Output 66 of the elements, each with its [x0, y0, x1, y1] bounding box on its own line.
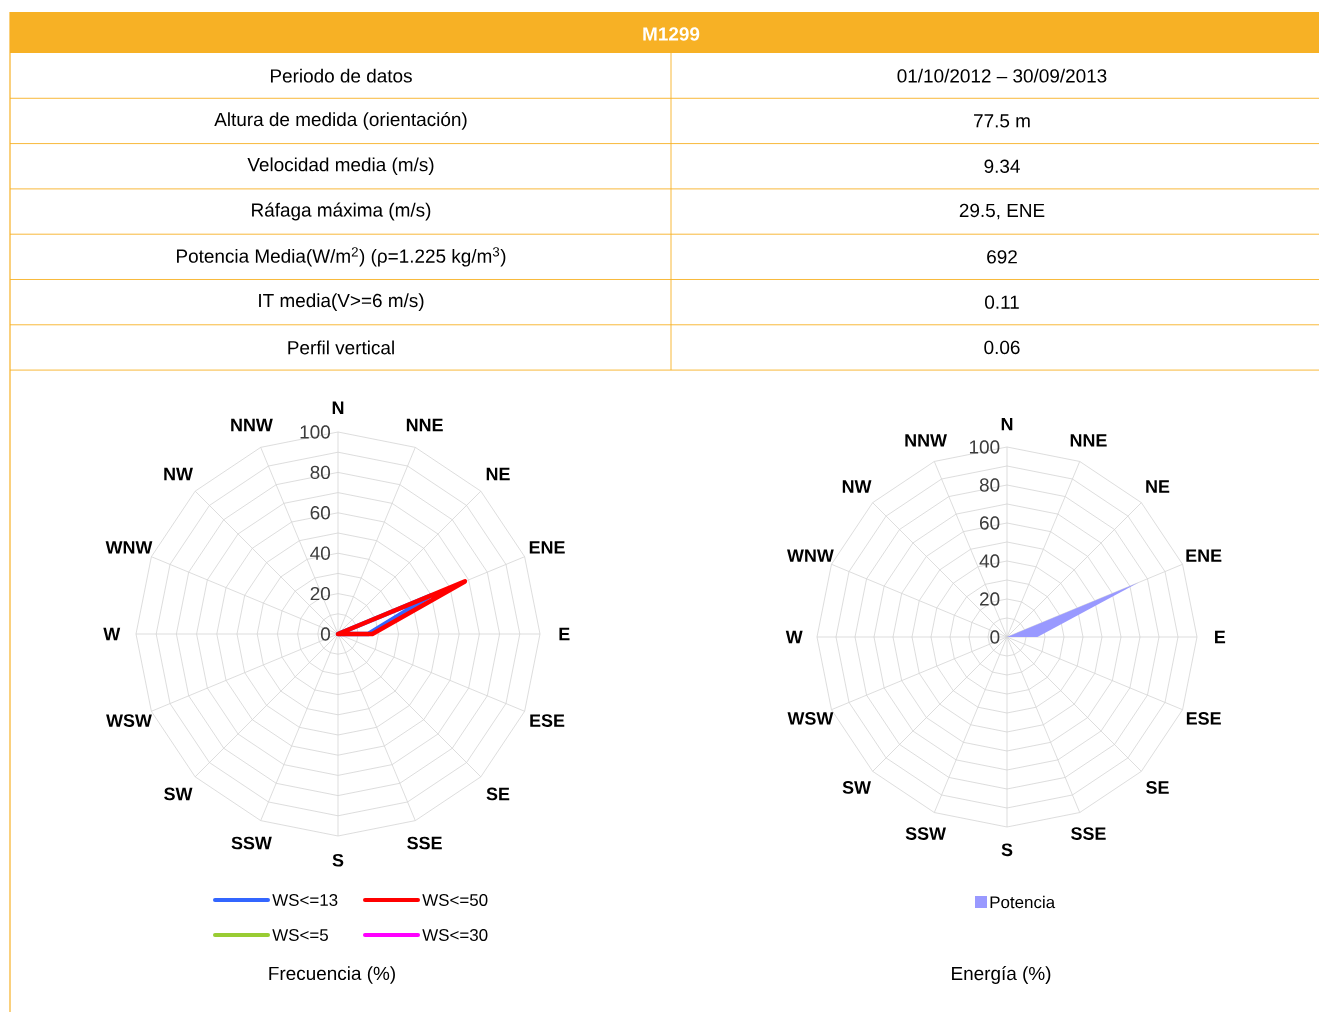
- y-tick-label: 40: [979, 554, 1000, 568]
- spoke-label: SSE: [407, 836, 442, 850]
- spoke-label: NNW: [905, 434, 947, 447]
- text: 0.06: [984, 340, 1020, 355]
- y-tick-label: 20: [310, 586, 330, 601]
- text: M1299: [643, 27, 700, 41]
- text: Frecuencia (%): [269, 966, 395, 984]
- text: 29.5, ENE: [959, 203, 1045, 220]
- spoke-label: SE: [1146, 781, 1169, 794]
- spoke-label: WSW: [787, 712, 834, 725]
- legend-label: WS<=50: [422, 894, 488, 906]
- y-tick-label: 20: [980, 592, 1000, 606]
- spoke-label: SE: [486, 787, 510, 801]
- spoke-label: NNE: [406, 418, 443, 432]
- spoke-label: E: [559, 627, 570, 641]
- y-tick-label: 0: [990, 630, 1000, 644]
- legend-label: Potencia: [990, 895, 1056, 909]
- text: 77.5 m: [974, 114, 1030, 128]
- legend-label: WS<=13: [272, 894, 338, 906]
- y-tick-label: 80: [979, 478, 1000, 492]
- spoke-label: NE: [1146, 480, 1170, 493]
- spoke-label: SSE: [1071, 827, 1106, 840]
- text: Energía (%): [952, 966, 1051, 984]
- text: Altura de medida (orientación): [214, 112, 467, 130]
- spoke-label: ESE: [530, 714, 565, 727]
- text: 0.11: [985, 295, 1019, 309]
- spoke-label: N: [1001, 418, 1013, 431]
- text: Ráfaga máxima (m/s): [252, 202, 431, 221]
- spoke-label: SW: [842, 781, 871, 794]
- spoke-label: SSW: [231, 836, 272, 850]
- text: Velocidad media (m/s): [247, 157, 434, 176]
- spoke-label: NW: [842, 480, 872, 493]
- y-tick-label: 100: [969, 440, 1000, 454]
- y-tick-label: 60: [310, 506, 330, 520]
- spoke-label: ESE: [1186, 712, 1221, 725]
- spoke-label: NNW: [231, 418, 273, 432]
- spoke-label: N: [332, 401, 344, 414]
- spoke-label: W: [103, 627, 121, 641]
- y-tick-label: 60: [980, 516, 1000, 530]
- spoke-label: E: [1215, 630, 1226, 644]
- spoke-label: WNW: [787, 549, 834, 562]
- spoke-label: NNE: [1070, 434, 1107, 447]
- spoke-label: NE: [486, 467, 510, 481]
- spoke-label: NW: [164, 467, 193, 481]
- spoke-label: S: [332, 853, 344, 867]
- spoke-label: ENE: [1186, 549, 1222, 562]
- spoke-label: S: [1001, 843, 1013, 857]
- spoke-label: WNW: [105, 541, 153, 554]
- legend-label: WS<=30: [422, 929, 488, 941]
- y-tick-label: 40: [310, 546, 330, 560]
- text: 01/10/2012 – 30/09/2013: [897, 68, 1107, 83]
- spoke-label: W: [785, 630, 803, 644]
- text: Potencia Media(W/m$^{2}$) (ρ=1.225 kg/m$^{3}$): [177, 247, 506, 267]
- text: 692: [987, 250, 1017, 264]
- spoke-label: SW: [164, 787, 193, 801]
- text: Periodo de datos: [270, 68, 412, 83]
- spoke-label: ENE: [529, 541, 565, 554]
- y-tick-label: 100: [300, 425, 330, 439]
- spoke-label: SSW: [905, 827, 946, 840]
- spoke-label: WSW: [106, 714, 152, 727]
- text: IT media(V>=6 m/s): [259, 293, 424, 311]
- y-tick-label: 0: [320, 627, 330, 641]
- legend-label: WS<=5: [272, 929, 328, 941]
- y-tick-label: 80: [310, 465, 330, 480]
- text: Perfil vertical: [288, 340, 394, 355]
- text: 9.34: [984, 159, 1020, 173]
